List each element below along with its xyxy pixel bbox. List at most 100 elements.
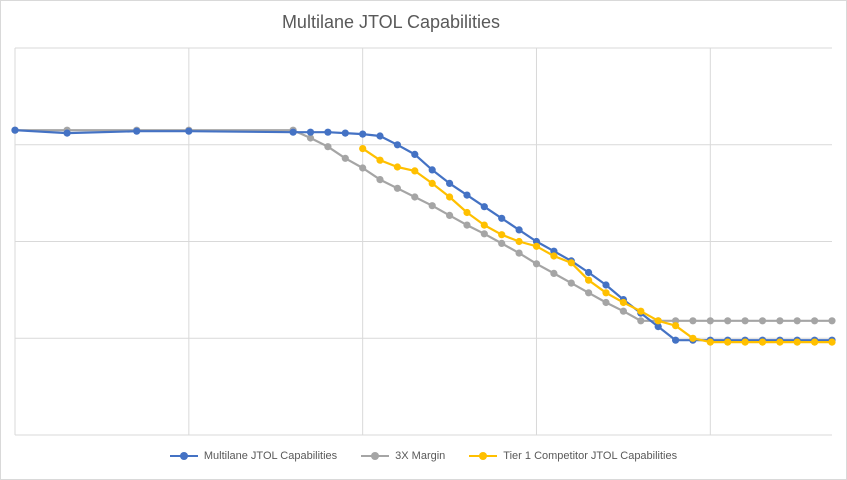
data-point <box>654 317 662 325</box>
data-point <box>515 237 523 246</box>
series-line <box>362 147 832 344</box>
data-point <box>689 334 697 342</box>
data-point <box>758 338 767 346</box>
series-line <box>14 129 832 342</box>
data-point <box>359 145 367 153</box>
data-point <box>411 193 419 201</box>
data-point <box>446 211 454 219</box>
data-point <box>376 132 384 140</box>
data-point <box>463 208 471 217</box>
data-point <box>341 154 349 162</box>
data-point <box>133 127 141 135</box>
data-point <box>306 128 315 136</box>
legend-item: Multilane JTOL Capabilities <box>169 450 338 462</box>
data-point <box>341 129 349 137</box>
data-point <box>672 322 680 330</box>
series-line <box>15 129 832 322</box>
data-point <box>689 317 697 325</box>
data-point <box>532 242 541 250</box>
legend-label: Tier 1 Competitor JTOL Capabilities <box>503 450 678 462</box>
data-point <box>393 184 401 192</box>
series-2 <box>359 145 836 346</box>
data-point <box>480 221 488 229</box>
data-point <box>428 166 436 174</box>
data-point <box>637 317 645 325</box>
data-point <box>776 338 784 346</box>
data-point <box>793 338 801 346</box>
data-point <box>480 203 488 211</box>
data-point <box>376 156 384 164</box>
series-1 <box>11 126 836 325</box>
data-point <box>306 134 315 142</box>
data-point <box>550 252 558 260</box>
data-point <box>324 143 332 151</box>
data-point <box>463 221 471 229</box>
data-point <box>672 336 680 344</box>
chart-title: Multilane JTOL Capabilities <box>281 12 501 32</box>
data-point <box>376 176 384 184</box>
data-point <box>324 128 332 136</box>
data-point <box>776 317 784 325</box>
data-point <box>446 193 454 201</box>
data-point <box>828 338 836 346</box>
data-point <box>811 317 819 325</box>
legend-item: Tier 1 Competitor JTOL Capabilities <box>469 450 677 462</box>
data-point <box>515 226 523 234</box>
data-point <box>602 281 610 289</box>
data-point <box>532 260 541 268</box>
data-point <box>828 317 836 325</box>
data-point <box>724 338 732 346</box>
legend-swatch <box>169 451 198 461</box>
legend-item: 3X Margin <box>361 450 445 462</box>
data-point <box>706 338 714 346</box>
data-point <box>480 230 488 238</box>
data-point <box>446 179 454 187</box>
data-point <box>758 317 767 325</box>
data-point <box>654 323 662 331</box>
data-point <box>359 130 367 138</box>
data-point <box>498 231 506 239</box>
data-point <box>498 214 506 222</box>
data-point <box>11 126 19 134</box>
data-point <box>393 163 401 171</box>
data-point <box>411 150 419 158</box>
data-point <box>567 259 575 267</box>
data-point <box>515 249 523 257</box>
data-point <box>585 289 593 297</box>
data-point <box>585 276 593 284</box>
data-point <box>185 127 193 135</box>
legend-swatch <box>469 451 498 461</box>
data-point <box>741 338 749 346</box>
legend-swatch <box>361 451 390 461</box>
data-point <box>411 167 419 175</box>
data-point <box>602 289 610 297</box>
data-point <box>724 317 732 325</box>
data-point <box>550 269 558 277</box>
data-point <box>602 298 610 307</box>
data-point <box>619 298 628 307</box>
data-point <box>585 268 593 277</box>
data-point <box>793 317 801 325</box>
data-point <box>428 179 436 187</box>
data-point <box>706 317 714 325</box>
data-point <box>498 239 506 247</box>
data-point <box>428 202 436 210</box>
data-point <box>637 307 645 315</box>
data-point <box>463 191 471 199</box>
series-layer <box>11 126 836 346</box>
series-0 <box>11 126 836 344</box>
data-point <box>289 128 297 136</box>
data-point <box>63 129 71 137</box>
legend: Multilane JTOL Capabilities 3X Margin Tier… <box>0 450 847 462</box>
gridlines <box>14 47 832 436</box>
legend-label: Multilane JTOL Capabilities <box>203 450 338 462</box>
data-point <box>393 141 401 149</box>
data-point <box>811 338 819 346</box>
data-point <box>359 164 367 172</box>
data-point <box>567 279 575 287</box>
data-point <box>741 317 749 325</box>
legend-label: 3X Margin <box>395 450 446 462</box>
data-point <box>619 307 628 315</box>
